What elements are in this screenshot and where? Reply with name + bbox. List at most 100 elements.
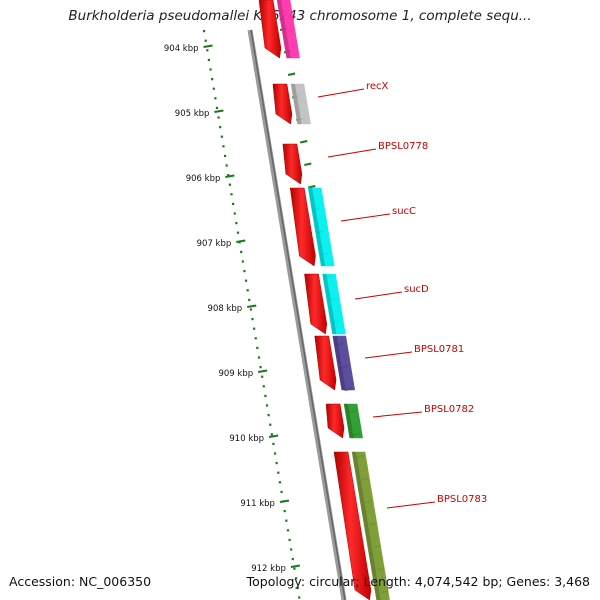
gene-label[interactable]: BPSL0781 — [414, 344, 464, 355]
outer-ruler-tick — [304, 162, 312, 166]
feature-shade — [344, 404, 354, 438]
ruler-dot — [288, 538, 291, 541]
ruler-dot — [275, 462, 278, 465]
gene-label[interactable]: BPSL0783 — [437, 494, 487, 505]
feature-shade — [290, 84, 302, 124]
gene-leader-line — [327, 148, 377, 158]
ruler-dot — [203, 30, 206, 33]
tick-label: 908 kbp — [208, 304, 243, 314]
ruler-dot — [254, 337, 257, 340]
ruler-major-tick — [257, 369, 268, 373]
outer-ruler-tick — [308, 185, 316, 189]
tick-label: 909 kbp — [218, 369, 253, 379]
ruler-dot — [235, 222, 238, 225]
ruler-dot — [223, 154, 227, 157]
ruler-dot — [259, 366, 262, 369]
gene-labels: recX BPSL0778 sucC sucD BPSL0781 BPSL0782 BPSL… — [317, 81, 487, 509]
ruler-dot — [249, 308, 252, 311]
tick-label: 905 kbp — [175, 109, 210, 119]
feature-shade — [308, 188, 326, 266]
ruler-dot — [298, 596, 301, 599]
ruler-dot — [267, 414, 270, 417]
cds-arrow[interactable] — [258, 0, 282, 59]
gene-leader-line — [364, 351, 413, 359]
tick-label: 904 kbp — [164, 44, 199, 54]
ruler-dot — [240, 250, 243, 253]
ruler-major-tick — [268, 434, 279, 438]
ruler-dot — [220, 135, 223, 138]
gene-label[interactable]: recX — [366, 81, 389, 92]
ruler-dot — [257, 356, 261, 359]
topology-text: Topology: circular; Length: 4,074,542 bp… — [246, 574, 590, 589]
backbone-line — [247, 29, 347, 600]
ruler-major-tick — [236, 239, 246, 243]
feature-shade — [332, 336, 346, 390]
cds-arrow[interactable] — [272, 83, 293, 125]
ruler-dot — [262, 385, 265, 388]
feature-block[interactable] — [351, 451, 390, 600]
gene-label[interactable]: BPSL0778 — [378, 141, 428, 152]
cds-arrow[interactable] — [282, 143, 303, 185]
ruler-dot — [241, 260, 244, 263]
ruler-dot — [228, 183, 232, 186]
ruler-dot — [264, 394, 267, 397]
cds-arrow[interactable] — [304, 273, 328, 335]
ruler-dot — [222, 145, 225, 148]
ruler-major-tick — [203, 44, 213, 48]
feature-block[interactable] — [332, 335, 356, 391]
ruler-dot — [294, 577, 298, 580]
ruler-dot — [277, 471, 280, 474]
ruler-dot — [269, 423, 272, 426]
feature-block[interactable] — [276, 0, 300, 59]
ruler-dot — [256, 346, 259, 349]
ruler-dot — [296, 586, 299, 589]
cds-arrow[interactable] — [325, 403, 345, 439]
gene-leader-line — [354, 291, 403, 300]
accession-text: Accession: NC_006350 — [9, 574, 152, 589]
ruler-major-tick — [290, 564, 301, 568]
ruler-dot — [251, 318, 254, 321]
ruler-dot — [212, 87, 215, 90]
feature-block[interactable] — [307, 187, 335, 267]
ruler-dot — [248, 298, 251, 301]
ruler-dot — [236, 231, 240, 234]
ruler-dot — [230, 193, 233, 196]
ruler-dot — [211, 78, 214, 81]
gene-label[interactable]: sucC — [392, 206, 416, 217]
ruler-major-tick — [279, 499, 290, 503]
kbp-ruler: 904 kbp 905 kbp 906 kbp 907 kbp 908 kbp 909 k… — [164, 30, 301, 599]
cds-arrow[interactable] — [314, 335, 337, 391]
gene-leader-line — [340, 213, 391, 222]
feature-block[interactable] — [343, 403, 364, 439]
ruler-dot — [246, 289, 249, 292]
ruler-dot — [273, 452, 277, 455]
ruler-dot — [243, 270, 246, 273]
backbone-shadow — [250, 29, 346, 600]
ruler-dot — [272, 442, 275, 445]
feature-track — [258, 0, 390, 600]
tick-label: 906 kbp — [186, 174, 221, 184]
gene-label[interactable]: BPSL0782 — [424, 404, 474, 415]
ruler-dot — [227, 174, 230, 177]
gene-label[interactable]: sucD — [404, 284, 429, 295]
ruler-dot — [270, 433, 273, 436]
tick-label: 907 kbp — [197, 239, 232, 249]
cds-arrow[interactable] — [289, 187, 316, 267]
ruler-dot — [286, 529, 290, 532]
feature-shade — [322, 274, 337, 334]
gene-leader-line — [317, 88, 365, 98]
ruler-dot — [214, 97, 217, 100]
ruler-dot — [204, 39, 207, 42]
ruler-major-tick — [225, 174, 235, 178]
outer-ruler-tick — [300, 140, 308, 144]
cds-arrow[interactable] — [333, 451, 372, 600]
tick-label: 911 kbp — [240, 499, 275, 509]
ruler-dot — [206, 49, 209, 52]
gene-leader-line — [372, 411, 423, 418]
feature-block[interactable] — [322, 273, 346, 335]
ruler-dot — [207, 58, 211, 61]
ruler-dot — [232, 202, 235, 205]
feature-block[interactable] — [290, 83, 311, 125]
ruler-dot — [290, 548, 293, 551]
